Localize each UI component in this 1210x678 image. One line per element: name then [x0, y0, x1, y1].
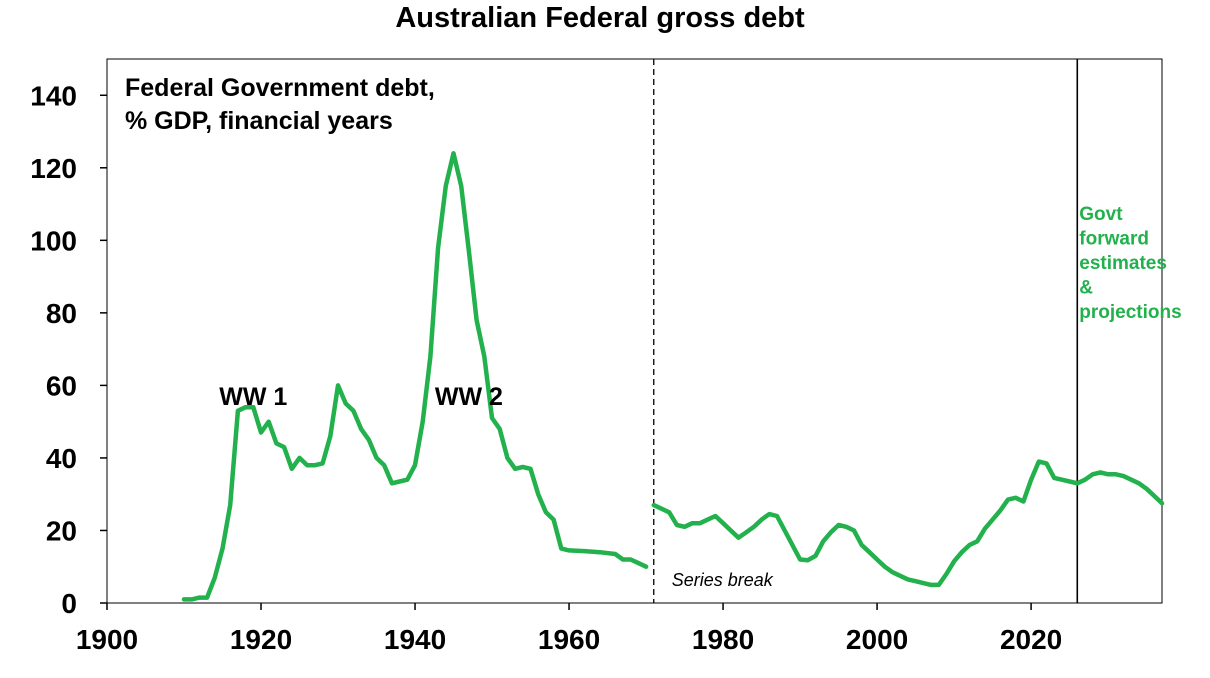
projection-label-line: forward: [1079, 229, 1149, 250]
y-tick-label: 100: [30, 225, 77, 256]
y-tick-label: 60: [46, 370, 77, 401]
projection-label: Govt forward estimates & projections: [1079, 204, 1181, 323]
y-tick-label: 0: [61, 588, 77, 619]
war-annotation: WW 2: [435, 383, 503, 411]
inner-title-line-2: % GDP, financial years: [125, 107, 393, 135]
x-tick-label: 1920: [230, 624, 292, 655]
projection-label-line: &: [1079, 278, 1093, 299]
data-lines: [181, 151, 1165, 602]
vertical-markers: Series break: [653, 59, 1079, 603]
x-tick-label: 2000: [846, 624, 908, 655]
x-tick-label: 2020: [1000, 624, 1062, 655]
series-break-label: Series break: [672, 570, 774, 590]
plot-frame: [106, 58, 1163, 604]
y-tick-label: 40: [46, 443, 77, 474]
y-tick-label: 20: [46, 515, 77, 546]
y-tick-label: 120: [30, 153, 77, 184]
x-tick-label: 1940: [384, 624, 446, 655]
projection-label-line: estimates: [1079, 253, 1167, 274]
y-tick-label: 140: [30, 80, 77, 111]
annotations: WW 1 WW 2: [219, 383, 503, 411]
x-tick-label: 1980: [692, 624, 754, 655]
x-tick-label: 1960: [538, 624, 600, 655]
war-annotation: WW 1: [219, 383, 287, 411]
y-axis: 0 20 40 60 80 100 120 140: [30, 80, 107, 619]
projection-label-line: Govt: [1079, 204, 1123, 225]
y-tick-label: 80: [46, 298, 77, 329]
x-tick-label: 1900: [76, 624, 138, 655]
x-axis: 1900 1920 1940 1960 1980 2000 2020: [76, 603, 1062, 655]
debt-series-line-2: [651, 459, 1165, 588]
debt-series-line-1: [181, 151, 649, 602]
projection-label-line: projections: [1079, 302, 1181, 323]
chart-title: Australian Federal gross debt: [395, 2, 805, 34]
inner-title-line-1: Federal Government debt,: [125, 74, 435, 102]
